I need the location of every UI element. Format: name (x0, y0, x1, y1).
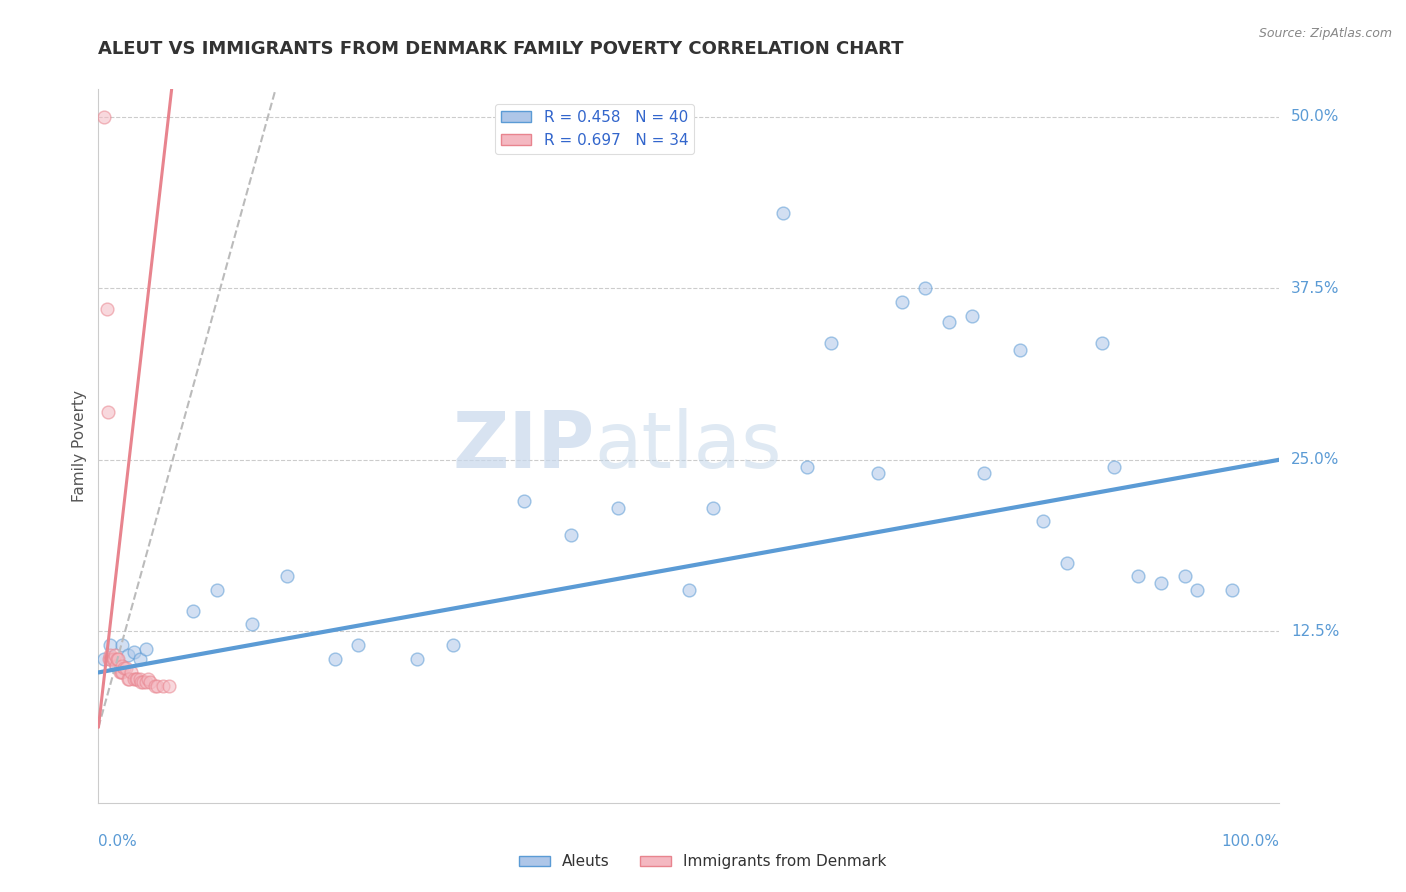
Point (678, 583, 700, 598)
Point (441, 638, 464, 652)
Text: 100.0%: 100.0% (1222, 834, 1279, 849)
Point (560, 528, 582, 542)
Text: 12.5%: 12.5% (1291, 624, 1340, 639)
Point (914, 281, 936, 295)
Point (107, 651, 129, 665)
Point (121, 665, 143, 680)
Point (93, 651, 115, 665)
Point (820, 336, 842, 351)
Text: atlas: atlas (595, 408, 782, 484)
Point (132, 675, 155, 690)
Point (1008, 343, 1031, 357)
Point (110, 665, 132, 680)
Text: ZIP: ZIP (453, 408, 595, 484)
Point (1126, 569, 1149, 583)
Point (962, 309, 984, 323)
Point (127, 673, 149, 687)
Text: 50.0%: 50.0% (1291, 109, 1340, 124)
Point (1220, 583, 1243, 598)
Point (607, 500, 630, 515)
Point (276, 569, 298, 583)
Point (1091, 336, 1114, 351)
Point (1150, 576, 1173, 591)
Point (103, 651, 125, 665)
Point (129, 675, 152, 690)
Point (973, 467, 995, 481)
Point (105, 658, 128, 673)
Point (98, 651, 121, 665)
Point (135, 675, 157, 690)
Point (347, 638, 370, 652)
Point (118, 673, 141, 687)
Legend: Aleuts, Immigrants from Denmark: Aleuts, Immigrants from Denmark (513, 848, 893, 875)
Point (98, 651, 121, 665)
Point (702, 500, 724, 515)
Point (128, 651, 150, 665)
Point (1174, 569, 1197, 583)
Point (406, 651, 429, 665)
Point (105, 658, 128, 673)
Point (205, 583, 228, 598)
Point (1056, 556, 1078, 570)
Point (111, 658, 134, 673)
Point (143, 679, 166, 693)
Point (139, 675, 162, 690)
Point (122, 673, 145, 687)
Point (111, 665, 134, 680)
Point (128, 673, 150, 687)
Text: 0.0%: 0.0% (98, 834, 138, 849)
Point (152, 679, 174, 693)
Point (117, 673, 139, 687)
Point (146, 679, 169, 693)
Point (136, 673, 159, 687)
Text: 37.5%: 37.5% (1291, 281, 1340, 295)
Point (157, 679, 180, 693)
Point (97, 405, 120, 419)
Point (98, 638, 121, 652)
Point (96, 301, 118, 316)
Legend: R = 0.458   N = 40, R = 0.697   N = 34: R = 0.458 N = 40, R = 0.697 N = 34 (495, 104, 695, 153)
Point (512, 494, 534, 508)
Point (1032, 515, 1054, 529)
Point (772, 205, 794, 219)
Point (1185, 583, 1208, 598)
Point (93, 110, 115, 124)
Y-axis label: Family Poverty: Family Poverty (72, 390, 87, 502)
Point (112, 661, 135, 675)
Point (104, 648, 127, 662)
Text: 25.0%: 25.0% (1291, 452, 1340, 467)
Point (181, 604, 204, 618)
Point (323, 651, 346, 665)
Point (101, 651, 124, 665)
Point (240, 617, 263, 632)
Text: ALEUT VS IMMIGRANTS FROM DENMARK FAMILY POVERTY CORRELATION CHART: ALEUT VS IMMIGRANTS FROM DENMARK FAMILY … (98, 40, 904, 58)
Point (1102, 459, 1125, 474)
Point (938, 316, 960, 330)
Point (111, 638, 134, 652)
Point (108, 665, 131, 680)
Point (117, 648, 139, 662)
Point (105, 651, 128, 665)
Text: Source: ZipAtlas.com: Source: ZipAtlas.com (1258, 27, 1392, 40)
Point (98, 648, 121, 662)
Point (114, 661, 136, 675)
Point (122, 645, 145, 659)
Point (866, 467, 889, 481)
Point (135, 642, 157, 657)
Point (796, 459, 818, 474)
Point (125, 673, 148, 687)
Point (890, 294, 912, 309)
